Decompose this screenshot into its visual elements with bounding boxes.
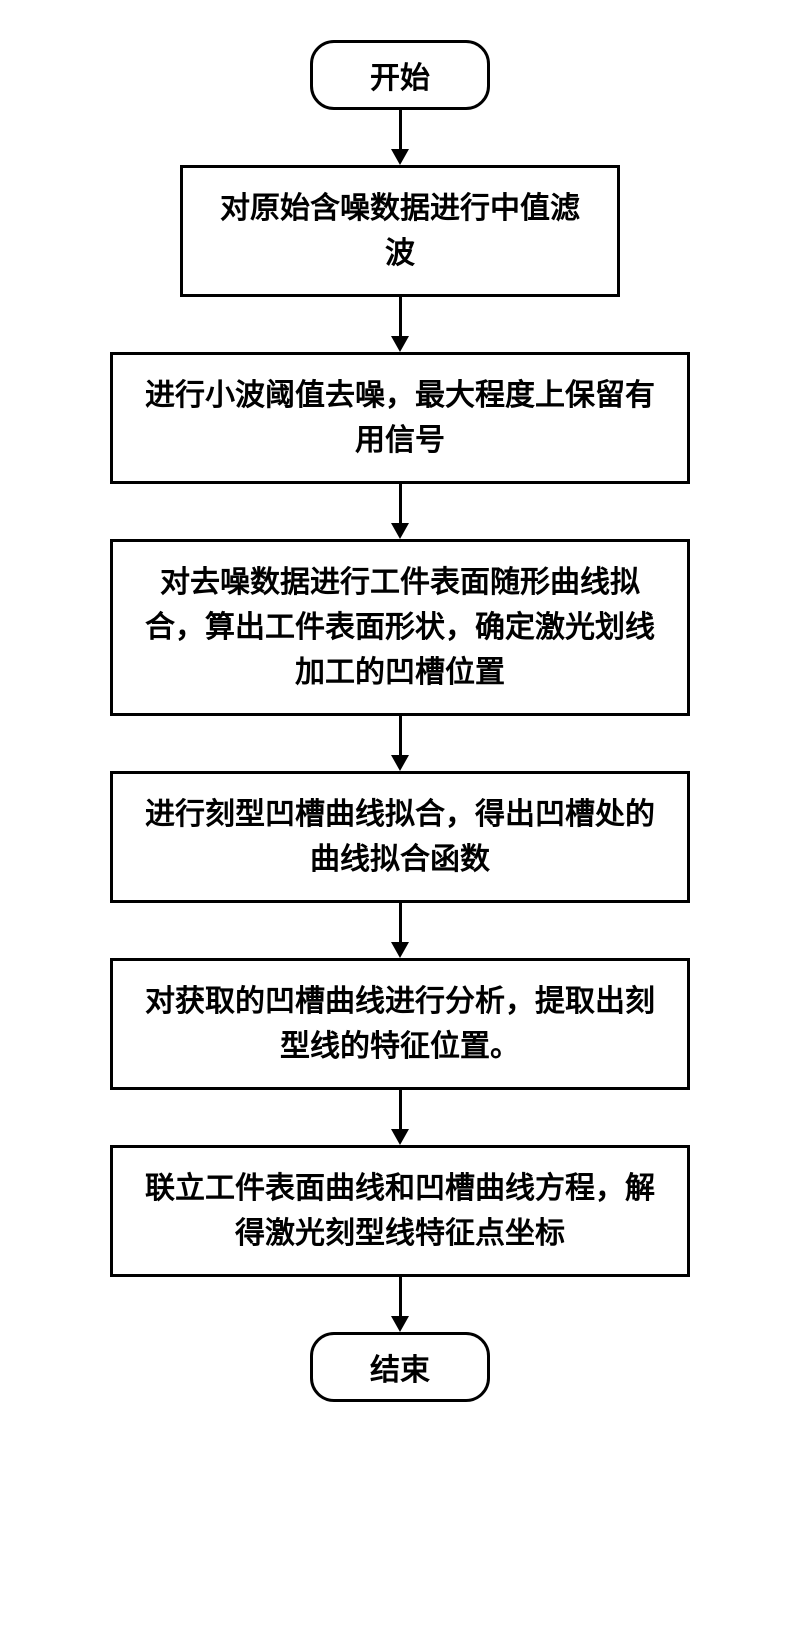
arrow-connector	[391, 110, 409, 165]
process-node-5: 对获取的凹槽曲线进行分析，提取出刻型线的特征位置。	[110, 958, 690, 1090]
arrow-line	[399, 1090, 402, 1130]
arrow-line	[399, 484, 402, 524]
arrow-head	[391, 1129, 409, 1145]
end-node: 结束	[310, 1332, 490, 1402]
process-node-3: 对去噪数据进行工件表面随形曲线拟合，算出工件表面形状，确定激光划线加工的凹槽位置	[110, 539, 690, 716]
arrow-head	[391, 149, 409, 165]
arrow-head	[391, 336, 409, 352]
start-label: 开始	[363, 53, 437, 97]
arrow-head	[391, 755, 409, 771]
process-node-2: 进行小波阈值去噪，最大程度上保留有用信号	[110, 352, 690, 484]
end-label: 结束	[363, 1345, 437, 1389]
arrow-head	[391, 523, 409, 539]
arrow-connector	[391, 1277, 409, 1332]
process-label-4: 进行刻型凹槽曲线拟合，得出凹槽处的曲线拟合函数	[137, 792, 663, 882]
arrow-line	[399, 110, 402, 150]
process-label-2: 进行小波阈值去噪，最大程度上保留有用信号	[137, 373, 663, 463]
process-label-1: 对原始含噪数据进行中值滤波	[207, 186, 593, 276]
arrow-line	[399, 903, 402, 943]
arrow-connector	[391, 716, 409, 771]
arrow-connector	[391, 1090, 409, 1145]
arrow-line	[399, 297, 402, 337]
process-node-4: 进行刻型凹槽曲线拟合，得出凹槽处的曲线拟合函数	[110, 771, 690, 903]
flowchart-container: 开始 对原始含噪数据进行中值滤波 进行小波阈值去噪，最大程度上保留有用信号 对去…	[60, 40, 740, 1402]
arrow-connector	[391, 297, 409, 352]
process-node-6: 联立工件表面曲线和凹槽曲线方程，解得激光刻型线特征点坐标	[110, 1145, 690, 1277]
arrow-connector	[391, 484, 409, 539]
arrow-head	[391, 942, 409, 958]
process-label-6: 联立工件表面曲线和凹槽曲线方程，解得激光刻型线特征点坐标	[137, 1166, 663, 1256]
arrow-line	[399, 1277, 402, 1317]
arrow-connector	[391, 903, 409, 958]
arrow-line	[399, 716, 402, 756]
start-node: 开始	[310, 40, 490, 110]
process-label-3: 对去噪数据进行工件表面随形曲线拟合，算出工件表面形状，确定激光划线加工的凹槽位置	[137, 560, 663, 695]
process-label-5: 对获取的凹槽曲线进行分析，提取出刻型线的特征位置。	[137, 979, 663, 1069]
arrow-head	[391, 1316, 409, 1332]
process-node-1: 对原始含噪数据进行中值滤波	[180, 165, 620, 297]
